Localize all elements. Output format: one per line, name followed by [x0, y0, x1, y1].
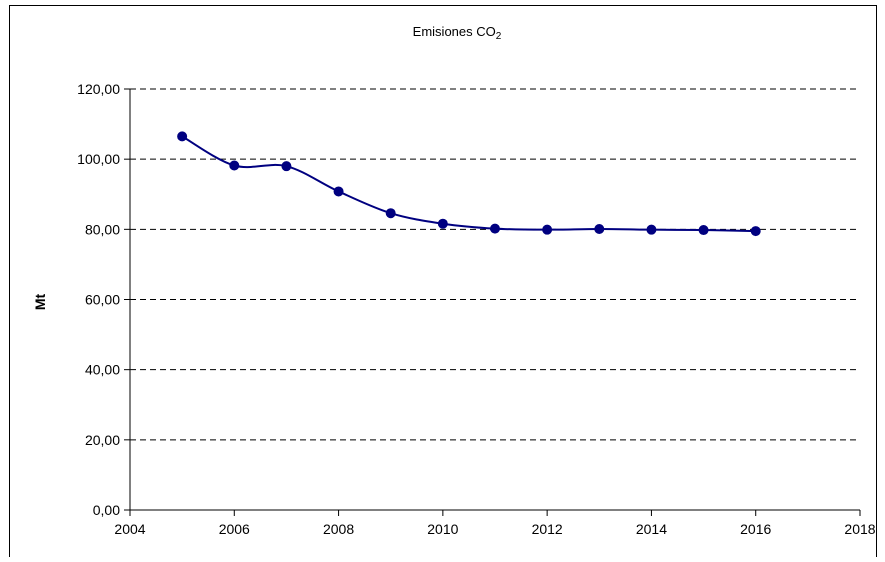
chart-title: Emisiones CO2	[413, 24, 502, 42]
x-tick-label: 2010	[427, 521, 458, 537]
chart-title-subscript: 2	[496, 31, 502, 42]
x-tick-label: 2016	[740, 521, 771, 537]
data-point	[542, 224, 553, 235]
y-tick-label: 40,00	[85, 362, 120, 378]
series-layer	[177, 131, 761, 237]
y-tick-label: 20,00	[85, 432, 120, 448]
data-point	[385, 208, 396, 219]
x-tick-label: 2012	[532, 521, 563, 537]
data-point	[229, 160, 240, 171]
x-tick-label: 2018	[844, 521, 875, 537]
series-line	[181, 135, 756, 233]
data-point	[490, 223, 500, 234]
data-point	[750, 226, 761, 237]
y-tick-label: 60,00	[85, 292, 120, 308]
y-tick-label: 80,00	[85, 221, 120, 237]
y-tick-labels: 0,00 20,00 40,00 60,00 80,00 100,00 120,00	[77, 81, 120, 518]
data-point	[333, 186, 344, 197]
data-point	[698, 225, 709, 236]
gridlines	[130, 88, 860, 441]
y-tick-label: 100,00	[77, 151, 120, 167]
data-point	[177, 131, 188, 142]
chart-frame	[9, 5, 877, 557]
y-tick-label: 120,00	[77, 81, 120, 97]
axes	[124, 88, 861, 516]
x-tick-labels: 2004 2006 2008 2010 2012 2014 2016 2018	[114, 521, 875, 537]
data-point	[281, 161, 292, 172]
chart-title-main: Emisiones CO	[413, 24, 496, 39]
data-point	[646, 224, 657, 235]
y-axis-label: Mt	[32, 294, 48, 311]
data-point	[594, 223, 605, 234]
x-tick-label: 2004	[114, 521, 145, 537]
x-tick-label: 2006	[219, 521, 250, 537]
y-tick-label: 0,00	[93, 502, 120, 518]
data-point	[437, 218, 448, 229]
x-tick-label: 2014	[636, 521, 667, 537]
x-tick-label: 2008	[323, 521, 354, 537]
